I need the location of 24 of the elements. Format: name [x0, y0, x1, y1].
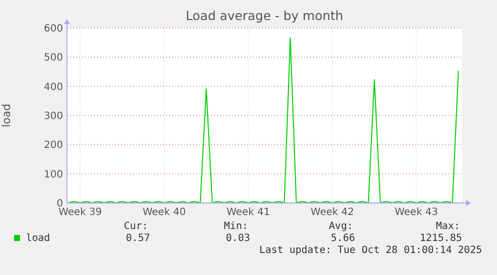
text: 1215.85 [420, 233, 462, 244]
y-tick-label: 500 [44, 52, 63, 64]
y-tick-label: 100 [44, 169, 63, 180]
y-axis-title: load [0, 104, 13, 128]
x-tick-label: Week 43 [394, 207, 438, 218]
y-tick-label: 300 [44, 111, 63, 122]
x-tick-label: Week 40 [142, 207, 186, 218]
text: Last update: Tue Oct 28 01:00:14 2025 [259, 245, 482, 256]
text: Min: [224, 221, 248, 232]
text: Avg: [328, 221, 353, 232]
line-series [68, 37, 459, 204]
text: Max: [436, 221, 460, 232]
x-tick-label: Week 42 [310, 207, 354, 218]
y-tick-label: 200 [44, 140, 63, 152]
text: Cur: [124, 221, 148, 232]
chart-title: Load average - by month [186, 8, 344, 23]
text: 5.66 [330, 233, 355, 244]
y-tick-label: 600 [44, 24, 63, 34]
text: 0.57 [126, 233, 150, 244]
text: 0.03 [226, 233, 250, 244]
y-tick-label: 400 [44, 82, 63, 93]
x-tick-label: Week 39 [58, 207, 102, 218]
x-tick-label: Week 41 [226, 207, 270, 218]
legend-label: load [26, 233, 50, 244]
